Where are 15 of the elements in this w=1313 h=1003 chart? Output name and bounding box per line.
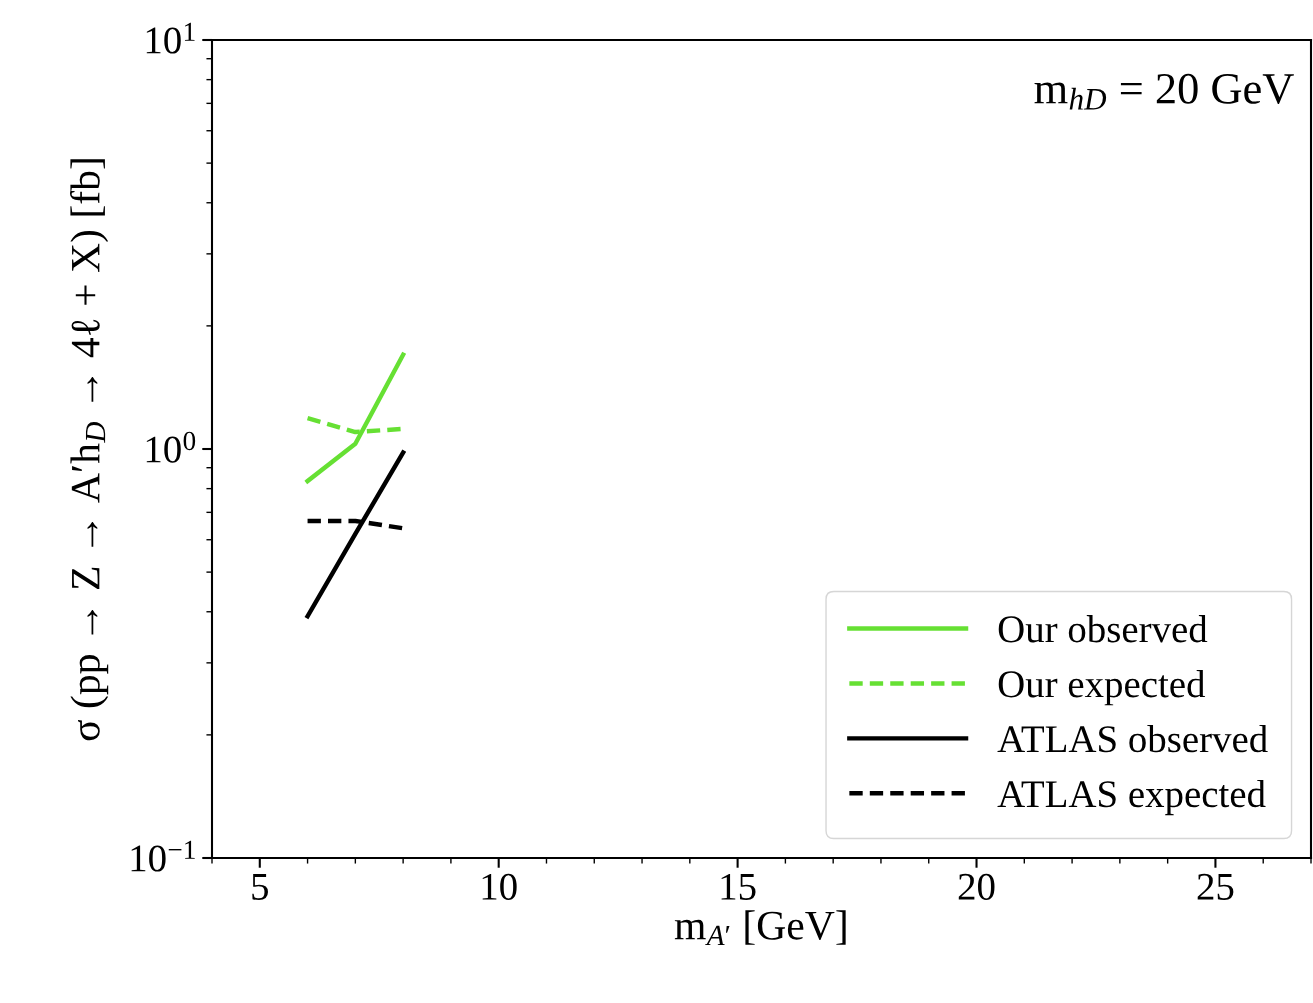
- legend-label: ATLAS expected: [997, 779, 1266, 816]
- x-tick-label: 20: [958, 873, 995, 900]
- legend-label: ATLAS observed: [997, 725, 1268, 753]
- y-tick-label: 10$^{1}$: [146, 22, 195, 54]
- annotation: m$_{hD}$ = 20 GeV: [1034, 73, 1294, 110]
- legend-label: Our expected: [998, 670, 1206, 706]
- y-tick-label: 10$^{0}$: [146, 431, 196, 463]
- x-tick-label: 10: [482, 873, 517, 900]
- legend-label: Our observed: [998, 615, 1208, 643]
- x-tick-label: 5: [252, 874, 268, 900]
- x-axis-title: m$_{A′}$ [GeV]: [674, 910, 846, 946]
- x-tick-label: 15: [721, 873, 756, 900]
- y-axis-title: σ (pp → Z → A′h$_{D}$ → 4ℓ + X) [fb]: [70, 159, 109, 741]
- y-tick-label: 10$^{−1}$: [131, 840, 195, 872]
- x-tick-label: 25: [1197, 873, 1234, 900]
